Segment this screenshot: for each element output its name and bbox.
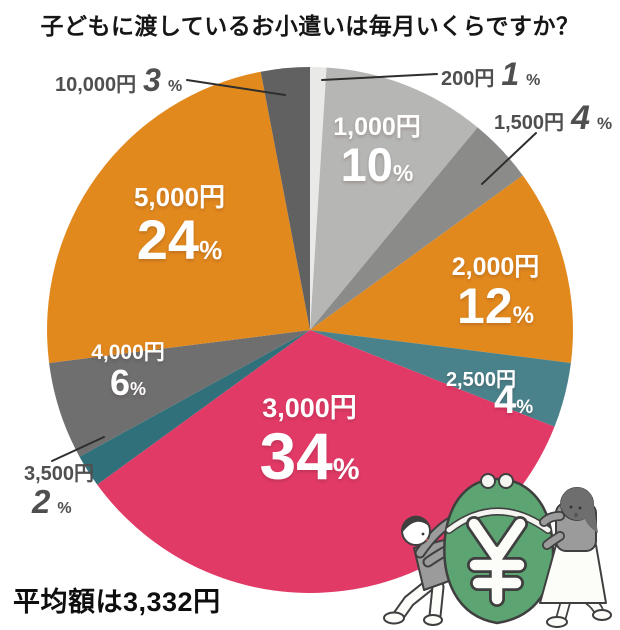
child-figure: [383, 515, 462, 626]
slice-label-3500: 3,500円 2%: [24, 463, 95, 520]
slice-label-4000: 4,000円 6%: [91, 341, 165, 404]
slice-label-1000: 1,000円 10%: [333, 113, 421, 192]
slice-label-3000: 3,000円 34%: [259, 393, 360, 494]
woman-shoe: [592, 609, 612, 621]
slice-label-5000: 5,000円 24%: [133, 182, 226, 272]
woman-figure: [539, 487, 612, 628]
bag-clasp: [480, 473, 496, 489]
pie-slice-1,500円: [310, 127, 523, 331]
money-bag: [443, 473, 555, 625]
slice-label-2500-percent: 4%: [494, 378, 534, 422]
yen-symbol: [468, 518, 526, 605]
leader-line-1500: [481, 132, 537, 185]
slice-label-1500: 1,500円 4%: [494, 99, 613, 137]
slice-label-2500-amount: 2,500円: [445, 369, 516, 391]
leader-line-10000: [186, 79, 286, 96]
child-shoe: [423, 614, 443, 626]
woman-shoe: [546, 616, 568, 628]
pie-slice-10,000円: [260, 67, 310, 330]
woman-hair: [560, 487, 598, 533]
pie-slice-200円: [310, 66, 327, 330]
slice-label-10000: 10,000円 3%: [55, 62, 183, 98]
pie-slice-4,000円: [49, 330, 310, 457]
leader-line-3500: [51, 436, 105, 462]
child-shoe: [383, 611, 405, 625]
leader-lines: [51, 73, 537, 462]
pie-slice-3,500円: [79, 330, 310, 485]
pie-slice-5,000円: [47, 71, 310, 363]
pie-slice-2,500円: [310, 330, 571, 427]
slice-label-200: 200円 1%: [441, 56, 541, 92]
pie-slice-1,000円: [310, 67, 478, 330]
average-amount-note: 平均額は3,332円: [13, 587, 221, 617]
bag-clasp: [498, 473, 514, 489]
leader-line-200: [321, 73, 438, 81]
pie-slice-2,000円: [310, 175, 573, 363]
chart-title: 子どもに渡しているお小遣いは毎月いくらですか？: [40, 13, 580, 39]
money-bag-illustration: [383, 473, 612, 628]
slice-label-2000: 2,000円 12%: [451, 253, 540, 335]
child-hair: [401, 515, 430, 533]
